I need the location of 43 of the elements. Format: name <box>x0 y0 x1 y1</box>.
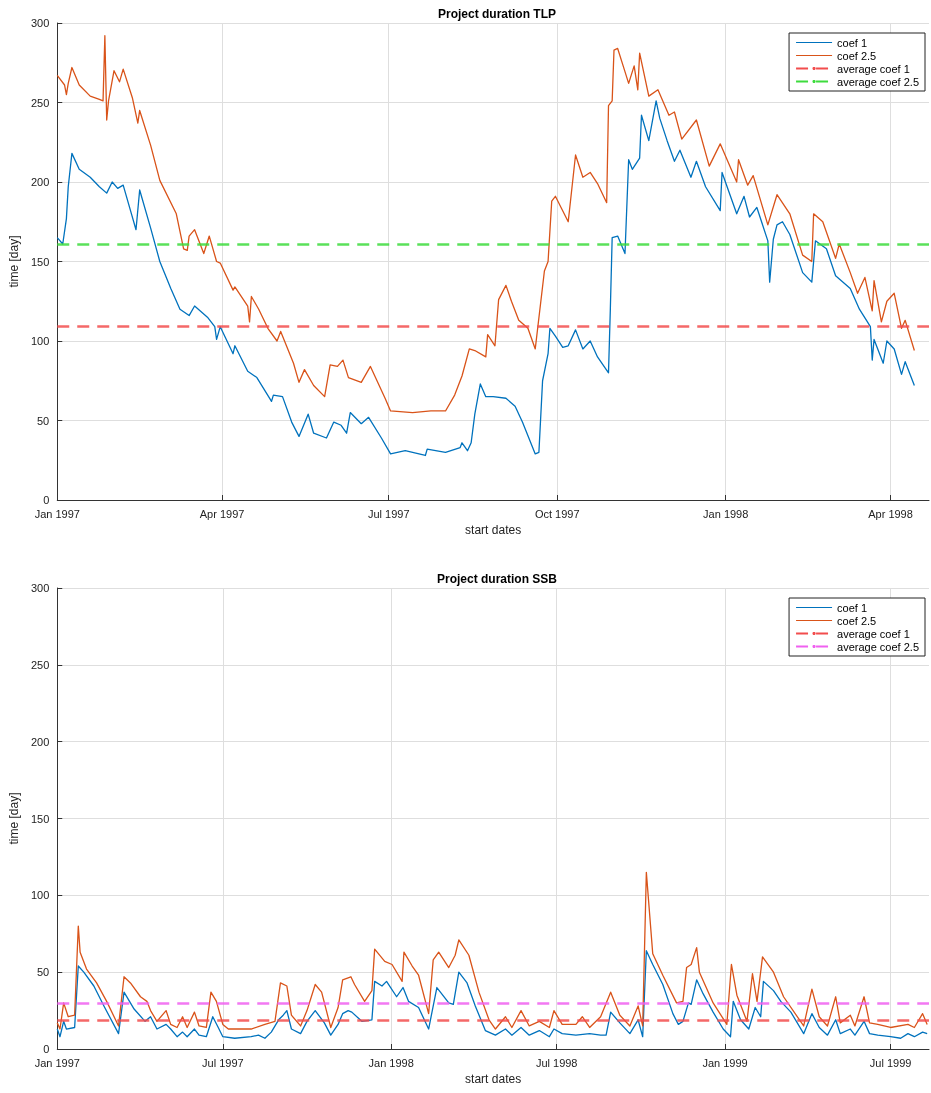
y-axis-title: time [day] <box>7 235 21 288</box>
x-tick-label: Jul 1997 <box>202 1056 244 1069</box>
y-tick-label: 100 <box>30 335 50 347</box>
x-tick-label: Oct 1997 <box>534 507 580 520</box>
legend-label: coef 1 <box>837 601 868 614</box>
x-tick-label: Jan 1997 <box>34 507 80 520</box>
legend-label: coef 2.5 <box>837 614 877 627</box>
x-tick-label: Apr 1997 <box>199 507 245 520</box>
x-axis-title: start dates <box>465 523 522 537</box>
y-axis-title: time [day] <box>7 792 21 845</box>
y-tick-label: 250 <box>30 658 50 671</box>
y-tick-label: 200 <box>30 735 50 748</box>
x-tick-label: Jan 1997 <box>34 1056 80 1069</box>
y-tick-label: 150 <box>30 812 50 825</box>
legend-label: coef 2.5 <box>837 49 877 62</box>
y-tick-label: 150 <box>30 255 50 268</box>
y-tick-label: 300 <box>30 582 50 594</box>
chart-title: Project duration TLP <box>437 7 557 21</box>
x-tick-label: Jul 1999 <box>869 1056 912 1069</box>
y-tick-label: 300 <box>30 17 50 29</box>
y-tick-label: 100 <box>30 889 50 902</box>
x-tick-label: Jan 1998 <box>703 507 749 520</box>
x-tick-label: Jul 1997 <box>367 507 410 520</box>
x-tick-label: Jul 1998 <box>535 1056 578 1069</box>
x-tick-label: Jan 1999 <box>702 1056 748 1069</box>
line-series <box>56 871 928 1030</box>
y-tick-label: 50 <box>37 414 50 427</box>
x-tick-label: Jan 1998 <box>368 1056 414 1069</box>
x-tick-label: Apr 1998 <box>868 507 913 520</box>
chart-title: Project duration SSB <box>436 572 558 586</box>
legend-label: average coef 1 <box>837 627 910 640</box>
line-series <box>56 100 915 457</box>
y-tick-label: 50 <box>37 966 50 979</box>
y-tick-label: 250 <box>30 96 50 109</box>
x-axis-title: start dates <box>465 1072 522 1086</box>
legend-label: average coef 1 <box>837 62 910 75</box>
legend-label: coef 1 <box>837 36 868 49</box>
y-tick-label: 0 <box>43 494 50 506</box>
y-tick-label: 0 <box>43 1043 50 1055</box>
y-tick-label: 200 <box>30 176 50 188</box>
line-series <box>56 950 928 1039</box>
legend-label: average coef 2.5 <box>837 640 920 653</box>
legend-label: average coef 2.5 <box>837 75 920 88</box>
